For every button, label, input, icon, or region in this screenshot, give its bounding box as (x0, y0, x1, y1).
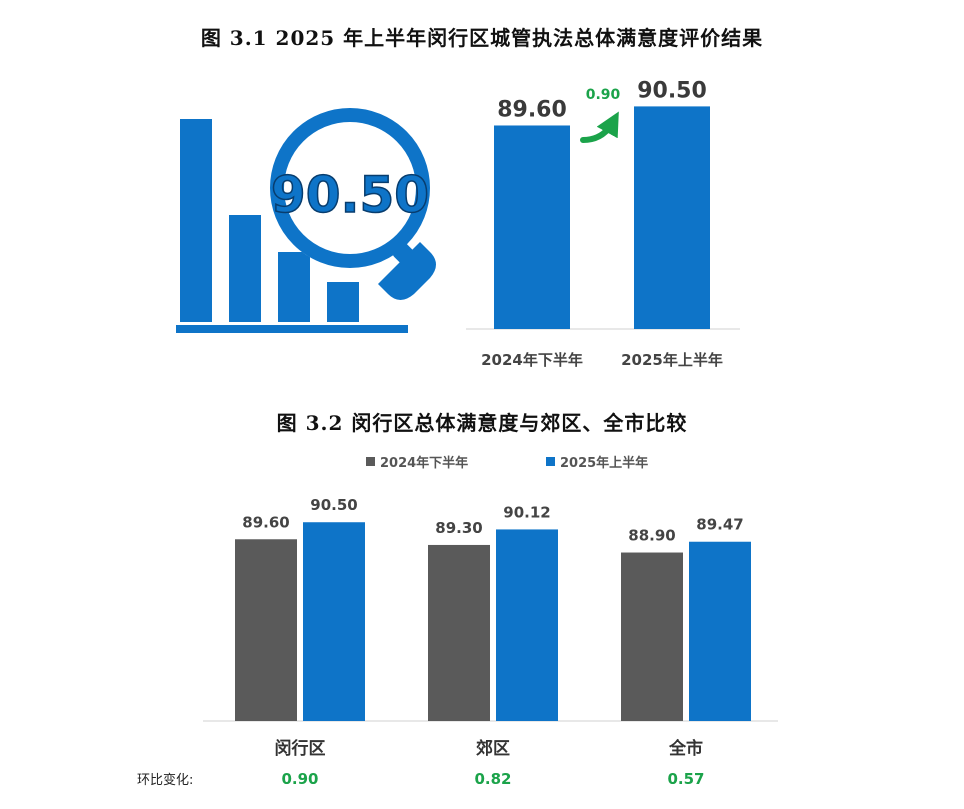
fig2-bar-2-2 (496, 529, 558, 721)
icon-bar-1 (180, 119, 212, 322)
fig2-bar-3-2 (689, 541, 751, 721)
fig2-value-label-1-2: 90.50 (310, 496, 357, 514)
fig1-increase-arrow-icon (580, 111, 619, 143)
magnifier-chart-icon: 90.50 (176, 108, 436, 333)
fig1-value-label-1: 89.60 (497, 97, 567, 122)
icon-baseline (176, 325, 408, 333)
fig2-value-label-3-1: 88.90 (628, 527, 675, 545)
fig2-value-label-2-1: 89.30 (435, 519, 482, 537)
fig1-value-label-2: 90.50 (637, 78, 707, 103)
fig1-category-label-2: 2025年上半年 (621, 351, 723, 369)
fig2-legend-label-2: 2025年上半年 (560, 455, 648, 471)
fig2-value-label-3-2: 89.47 (696, 516, 743, 534)
fig2-change-3: 0.57 (667, 770, 704, 788)
icon-bar-3 (278, 252, 310, 322)
fig2-category-label-3: 全市 (668, 738, 703, 759)
fig2-change-prefix: 环比变化: (137, 772, 193, 788)
fig2-bar-2-1 (428, 544, 490, 721)
figure2-changes: 环比变化: 0.90 0.82 0.57 (137, 770, 705, 788)
fig2-legend-swatch-1 (366, 457, 375, 466)
fig1-bar-2 (634, 106, 710, 330)
fig1-change-label: 0.90 (586, 87, 621, 103)
fig1-bar-1 (494, 125, 570, 329)
figure2-title: 图 3.2 闵行区总体满意度与郊区、全市比较 (276, 411, 688, 435)
figure2-chart: 89.60 90.50 闵行区 89.30 90.12 郊区 88.90 89.47 全市 (203, 496, 778, 759)
icon-bar-4 (327, 282, 359, 322)
fig2-category-label-1: 闵行区 (275, 738, 326, 759)
icon-bar-2 (229, 215, 261, 322)
fig2-value-label-2-2: 90.12 (503, 503, 550, 521)
fig2-bar-1-2 (303, 522, 365, 721)
magnifier-handle (378, 242, 436, 300)
figure1-chart: 89.60 2024年下半年 90.50 2025年上半年 0.90 (466, 78, 740, 369)
fig2-category-label-2: 郊区 (476, 738, 510, 759)
fig2-bar-3-1 (621, 552, 683, 721)
fig2-change-2: 0.82 (474, 770, 511, 788)
fig2-legend-label-1: 2024年下半年 (380, 455, 468, 471)
figure1-title: 图 3.1 2025 年上半年闵行区城管执法总体满意度评价结果 (200, 26, 764, 50)
magnifier-lens (270, 108, 430, 268)
fig2-legend-swatch-2 (546, 457, 555, 466)
fig2-value-label-1-1: 89.60 (242, 513, 289, 531)
icon-value: 90.50 (271, 166, 429, 224)
fig2-change-1: 0.90 (281, 770, 318, 788)
fig1-category-label-1: 2024年下半年 (481, 351, 583, 369)
fig2-bar-1-1 (235, 539, 297, 721)
magnifier-ring (270, 108, 430, 268)
figure2-legend: 2024年下半年 2025年上半年 (366, 455, 648, 471)
